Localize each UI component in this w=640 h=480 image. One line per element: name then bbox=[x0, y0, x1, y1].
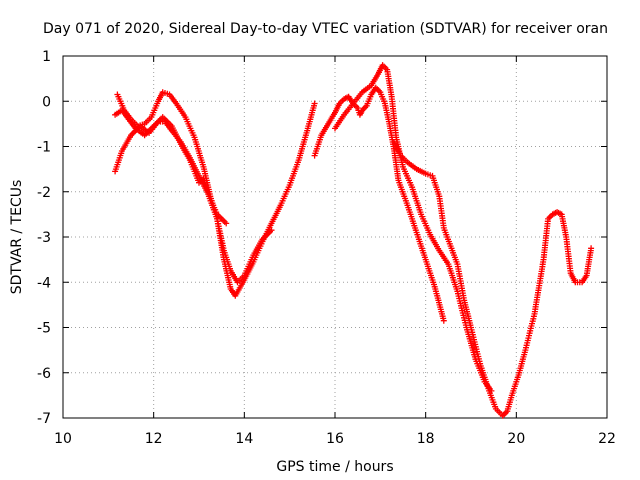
series-arc-2 bbox=[114, 89, 275, 286]
series-arc-5 bbox=[332, 62, 495, 394]
x-tick-label: 18 bbox=[417, 431, 435, 447]
y-axis-label: SDTVAR / TECUs bbox=[9, 180, 25, 295]
y-tick-label: 0 bbox=[42, 94, 51, 110]
series-arc-1 bbox=[112, 100, 318, 299]
marker-trace bbox=[332, 62, 495, 394]
y-tick-label: -4 bbox=[37, 275, 51, 291]
y-tick-label: -7 bbox=[37, 411, 51, 427]
series-arc-3 bbox=[112, 107, 230, 227]
marker-trace bbox=[112, 107, 230, 227]
marker-trace bbox=[114, 89, 275, 286]
y-tick-label: -1 bbox=[37, 140, 51, 156]
y-tick-label: -5 bbox=[37, 321, 51, 337]
x-tick-label: 16 bbox=[326, 431, 344, 447]
y-tick-label: -2 bbox=[37, 185, 51, 201]
x-tick-label: 20 bbox=[507, 431, 525, 447]
x-tick-label: 12 bbox=[145, 431, 163, 447]
chart-title: Day 071 of 2020, Sidereal Day-to-day VTE… bbox=[43, 21, 608, 37]
x-tick-label: 14 bbox=[235, 431, 253, 447]
marker-trace bbox=[112, 100, 318, 299]
x-axis-label: GPS time / hours bbox=[276, 459, 393, 475]
x-tick-label: 22 bbox=[598, 431, 616, 447]
y-tick-label: 1 bbox=[42, 49, 51, 65]
x-tick-label: 10 bbox=[54, 431, 72, 447]
y-tick-label: -3 bbox=[37, 230, 51, 246]
series-arc-6 bbox=[390, 139, 595, 419]
y-tick-label: -6 bbox=[37, 366, 51, 382]
series-arc-4 bbox=[311, 84, 447, 324]
marker-trace bbox=[311, 84, 447, 324]
marker-trace bbox=[390, 139, 595, 419]
data-series bbox=[112, 62, 595, 419]
grid-lines bbox=[63, 56, 607, 418]
